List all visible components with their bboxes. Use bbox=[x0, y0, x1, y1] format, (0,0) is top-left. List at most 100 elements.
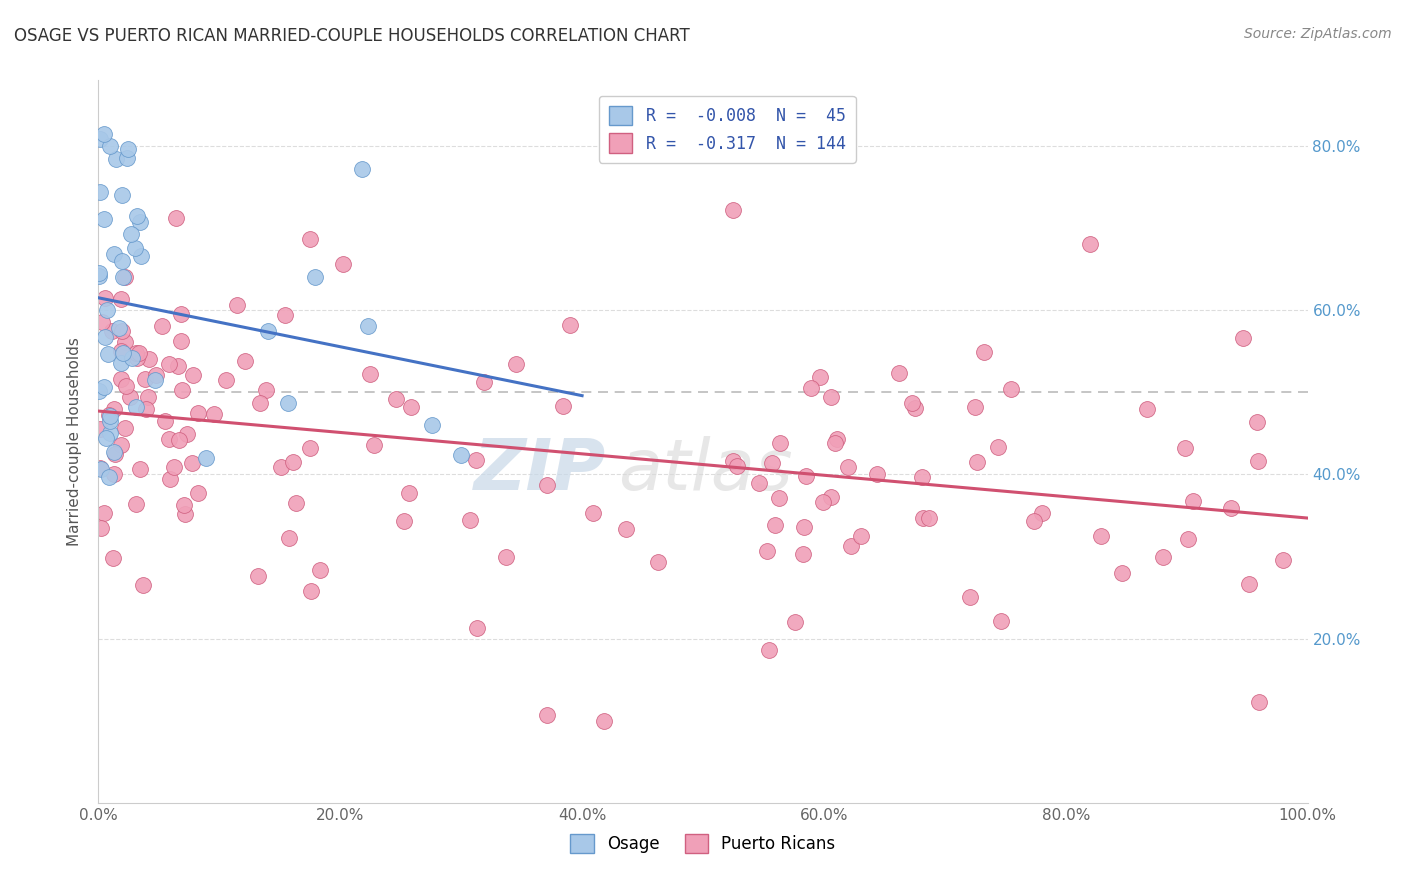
Point bbox=[98, 409, 121, 424]
Point bbox=[912, 510, 935, 524]
Point bbox=[100, 324, 122, 338]
Point bbox=[187, 486, 209, 500]
Point bbox=[167, 434, 190, 448]
Point bbox=[249, 396, 271, 410]
Point bbox=[110, 344, 132, 359]
Point bbox=[1220, 500, 1243, 515]
Point bbox=[309, 562, 332, 576]
Point bbox=[647, 555, 669, 569]
Point bbox=[97, 469, 120, 483]
Point bbox=[1247, 454, 1270, 468]
Point bbox=[904, 401, 927, 415]
Point bbox=[472, 375, 495, 389]
Point bbox=[350, 162, 373, 177]
Point bbox=[837, 459, 859, 474]
Point bbox=[89, 422, 111, 436]
Point bbox=[1174, 441, 1197, 455]
Point bbox=[103, 445, 125, 459]
Point bbox=[155, 415, 177, 429]
Point bbox=[748, 476, 770, 491]
Point bbox=[277, 396, 299, 410]
Point bbox=[592, 714, 614, 729]
Point bbox=[495, 550, 517, 565]
Point bbox=[93, 127, 115, 141]
Point bbox=[114, 420, 136, 434]
Point bbox=[1152, 549, 1174, 564]
Point bbox=[125, 209, 148, 223]
Point bbox=[170, 307, 193, 321]
Point bbox=[1246, 415, 1268, 429]
Point bbox=[820, 490, 842, 504]
Point bbox=[758, 642, 780, 657]
Point bbox=[1249, 695, 1271, 709]
Point bbox=[900, 395, 922, 409]
Point bbox=[98, 425, 121, 440]
Point bbox=[963, 400, 986, 414]
Point bbox=[111, 345, 134, 359]
Point bbox=[145, 373, 167, 387]
Point bbox=[103, 402, 125, 417]
Point bbox=[93, 507, 115, 521]
Point bbox=[385, 392, 408, 407]
Point bbox=[966, 455, 988, 469]
Point bbox=[134, 372, 156, 386]
Point bbox=[108, 321, 131, 335]
Point bbox=[110, 356, 132, 370]
Point bbox=[150, 318, 173, 333]
Point bbox=[165, 211, 187, 225]
Point bbox=[112, 269, 135, 284]
Point bbox=[194, 451, 217, 466]
Point bbox=[214, 373, 236, 387]
Point bbox=[93, 212, 115, 227]
Point bbox=[246, 568, 269, 582]
Point bbox=[990, 614, 1012, 628]
Point bbox=[1090, 528, 1112, 542]
Point bbox=[181, 368, 204, 382]
Point bbox=[450, 449, 472, 463]
Point bbox=[138, 391, 160, 405]
Point bbox=[363, 438, 385, 452]
Point bbox=[359, 367, 381, 381]
Point bbox=[274, 308, 297, 322]
Point bbox=[89, 132, 111, 146]
Text: atlas: atlas bbox=[619, 436, 793, 505]
Point bbox=[128, 215, 150, 229]
Point bbox=[96, 431, 118, 445]
Point bbox=[725, 459, 748, 474]
Point bbox=[1237, 577, 1260, 591]
Legend: Osage, Puerto Ricans: Osage, Puerto Ricans bbox=[564, 827, 842, 860]
Text: Source: ZipAtlas.com: Source: ZipAtlas.com bbox=[1244, 27, 1392, 41]
Text: OSAGE VS PUERTO RICAN MARRIED-COUPLE HOUSEHOLDS CORRELATION CHART: OSAGE VS PUERTO RICAN MARRIED-COUPLE HOU… bbox=[14, 27, 690, 45]
Point bbox=[90, 521, 112, 535]
Point bbox=[918, 510, 941, 524]
Point bbox=[911, 470, 934, 484]
Point bbox=[811, 495, 834, 509]
Point bbox=[299, 442, 322, 456]
Point bbox=[973, 344, 995, 359]
Point bbox=[87, 268, 110, 283]
Point bbox=[783, 615, 806, 629]
Point bbox=[90, 314, 112, 328]
Point bbox=[132, 577, 155, 591]
Point bbox=[768, 436, 790, 450]
Point bbox=[111, 324, 134, 338]
Point bbox=[96, 302, 118, 317]
Point bbox=[420, 418, 443, 433]
Point bbox=[536, 708, 558, 723]
Point bbox=[104, 446, 127, 460]
Point bbox=[551, 400, 574, 414]
Y-axis label: Married-couple Households: Married-couple Households bbox=[67, 337, 83, 546]
Point bbox=[180, 456, 202, 470]
Point bbox=[761, 456, 783, 470]
Point bbox=[1000, 382, 1022, 396]
Point bbox=[103, 246, 125, 260]
Point bbox=[138, 351, 160, 366]
Point bbox=[357, 318, 380, 333]
Point bbox=[825, 432, 848, 446]
Point bbox=[97, 409, 120, 423]
Point bbox=[1031, 507, 1053, 521]
Point bbox=[98, 138, 121, 153]
Point bbox=[464, 453, 486, 467]
Point bbox=[172, 383, 194, 397]
Point bbox=[110, 292, 132, 306]
